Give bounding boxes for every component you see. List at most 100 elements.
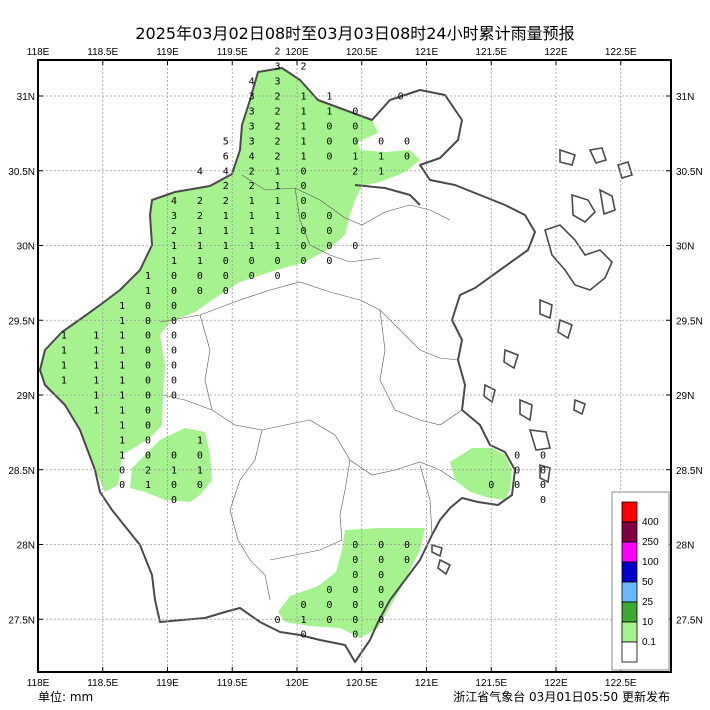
rainfall-value: 0 (326, 121, 332, 132)
rainfall-value: 0 (145, 316, 151, 327)
rainfall-value: 0 (352, 106, 358, 117)
rainfall-value: 0 (171, 331, 177, 342)
rainfall-value: 1 (197, 256, 203, 267)
rainfall-value: 1 (300, 151, 306, 162)
legend-swatch (621, 621, 638, 643)
rainfall-value: 0 (378, 555, 384, 566)
rainfall-value: 0 (514, 465, 520, 476)
legend-label: 400 (642, 517, 659, 528)
rainfall-value: 1 (93, 391, 99, 402)
rainfall-value: 0 (145, 361, 151, 372)
lat-label-right: 30N (676, 242, 694, 253)
rainfall-value: 1 (145, 271, 151, 282)
lon-label-bottom: 122E (544, 678, 568, 689)
rainfall-value: 1 (61, 331, 67, 342)
rainfall-value: 1 (300, 121, 306, 132)
rainfall-value: 2 (275, 47, 281, 58)
rainfall-value: 0 (171, 301, 177, 312)
rainfall-value: 0 (326, 241, 332, 252)
rain-areas (40, 68, 512, 638)
rainfall-value: 0 (145, 376, 151, 387)
rainfall-value: 0 (540, 450, 546, 461)
rainfall-value: 1 (119, 435, 125, 446)
rainfall-value: 1 (275, 241, 281, 252)
rainfall-value: 0 (300, 256, 306, 267)
rainfall-value: 4 (249, 151, 255, 162)
rainfall-value: 0 (300, 196, 306, 207)
lat-lon-grid (38, 60, 671, 672)
rainfall-value: 0 (352, 555, 358, 566)
lon-label-top: 122E (544, 47, 568, 58)
lat-label-left: 31N (17, 92, 35, 103)
rainfall-value: 0 (378, 615, 384, 626)
rainfall-value: 1 (119, 420, 125, 431)
lat-label-right: 30.5N (676, 167, 703, 178)
rainfall-value: 2 (223, 196, 229, 207)
lon-label-top: 121E (415, 47, 439, 58)
lon-label-bottom: 119.5E (217, 678, 248, 689)
rain-area-north (40, 68, 420, 492)
rainfall-value: 1 (275, 226, 281, 237)
rainfall-value: 1 (61, 361, 67, 372)
rainfall-value: 1 (197, 465, 203, 476)
rainfall-value: 0 (119, 480, 125, 491)
rainfall-value: 2 (275, 92, 281, 103)
lon-label-top: 121.5E (475, 47, 507, 58)
rainfall-value: 0 (404, 136, 410, 147)
legend-label: 250 (642, 537, 659, 548)
rainfall-value: 3 (249, 121, 255, 132)
rainfall-value: 0 (378, 585, 384, 596)
lat-label-left: 30N (17, 242, 35, 253)
rainfall-value: 0 (171, 361, 177, 372)
rainfall-value: 0 (145, 346, 151, 357)
rainfall-value: 0 (488, 480, 494, 491)
rainfall-value: 1 (61, 376, 67, 387)
rainfall-value: 2 (197, 196, 203, 207)
rainfall-value: 2 (171, 226, 177, 237)
rainfall-value: 0 (249, 256, 255, 267)
rainfall-value: 0 (171, 480, 177, 491)
rainfall-value: 1 (378, 151, 384, 162)
rainfall-values: 23 204 33 2 1 13 2 1 1 03 2 1 0 05 3 2 1 0 0 0 06 4 2 1 0 1 1 04 4 2 1… (61, 47, 546, 641)
legend-label: 100 (642, 557, 659, 568)
rainfall-value: 1 (93, 346, 99, 357)
lon-label-bottom: 118E (27, 678, 50, 689)
axis-ticks: 118E 118E 118.5E 118.5E 119E 119E 119.5E 119.5E… (8, 47, 702, 689)
lon-label-top: 118E (27, 47, 50, 58)
rainfall-value: 3 (275, 77, 281, 88)
rainfall-value: 0 (540, 465, 546, 476)
rainfall-value: 0 (326, 136, 332, 147)
rainfall-value: 4 (197, 166, 203, 177)
lat-label-right: 28N (676, 541, 694, 552)
rainfall-value: 0 (171, 316, 177, 327)
rainfall-value: 0 (145, 331, 151, 342)
rainfall-value: 0 (352, 241, 358, 252)
rainfall-value: 0 (300, 241, 306, 252)
rainfall-value: 1 (93, 331, 99, 342)
rainfall-value: 0 (404, 540, 410, 551)
rainfall-value: 0 (352, 121, 358, 132)
rainfall-value: 1 (352, 151, 358, 162)
rainfall-value: 1 (223, 211, 229, 222)
rainfall-value: 1 (197, 226, 203, 237)
rainfall-value: 1 (300, 615, 306, 626)
rainfall-value: 0 (326, 585, 332, 596)
rainfall-value: 0 (145, 450, 151, 461)
rainfall-value: 0 (352, 540, 358, 551)
rainfall-value: 1 (119, 376, 125, 387)
rainfall-value: 1 (119, 346, 125, 357)
legend-box (611, 491, 670, 671)
rainfall-value: 0 (223, 286, 229, 297)
lat-label-right: 31N (676, 92, 694, 103)
rainfall-value: 0 (171, 286, 177, 297)
lon-label-bottom: 120.5E (346, 678, 378, 689)
rainfall-value: 0 (514, 480, 520, 491)
rainfall-value: 0 (404, 151, 410, 162)
rainfall-value: 1 (119, 361, 125, 372)
rainfall-value: 1 (300, 136, 306, 147)
rainfall-value: 1 (275, 211, 281, 222)
rainfall-value: 0 (171, 495, 177, 506)
rainfall-value: 0 (540, 495, 546, 506)
rainfall-value: 5 (223, 136, 229, 147)
rainfall-value: 1 (223, 226, 229, 237)
